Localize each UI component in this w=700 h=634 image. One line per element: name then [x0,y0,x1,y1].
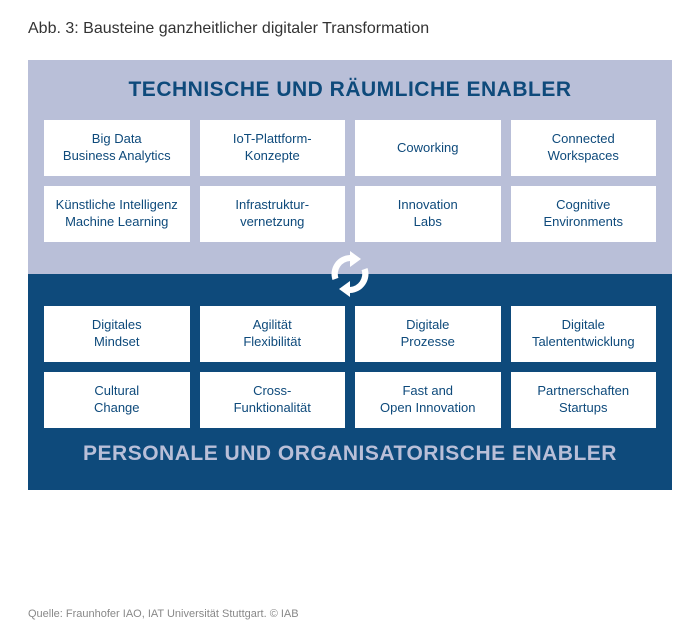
top-box-0: Big Data Business Analytics [44,120,190,176]
top-box-2: Coworking [355,120,501,176]
top-box-7: Cognitive Environments [511,186,657,242]
top-panel: TECHNISCHE UND RÄUMLICHE ENABLER Big Dat… [28,60,672,274]
top-box-6: Innovation Labs [355,186,501,242]
bottom-box-7: Partnerschaften Startups [511,372,657,428]
top-box-3: Connected Workspaces [511,120,657,176]
bottom-box-2: Digitale Prozesse [355,306,501,362]
bottom-panel: Digitales MindsetAgilität FlexibilitätDi… [28,274,672,490]
bottom-panel-title: PERSONALE UND ORGANISATORISCHE ENABLER [44,442,656,466]
cycle-arrows-icon [325,249,375,299]
top-panel-title: TECHNISCHE UND RÄUMLICHE ENABLER [44,78,656,102]
diagram-container: TECHNISCHE UND RÄUMLICHE ENABLER Big Dat… [28,60,672,490]
bottom-grid: Digitales MindsetAgilität FlexibilitätDi… [44,306,656,428]
bottom-box-0: Digitales Mindset [44,306,190,362]
top-box-5: Infrastruktur- vernetzung [200,186,346,242]
bottom-box-3: Digitale Talententwicklung [511,306,657,362]
top-box-1: IoT-Plattform- Konzepte [200,120,346,176]
bottom-box-5: Cross- Funktionalität [200,372,346,428]
top-box-4: Künstliche Intelligenz Machine Learning [44,186,190,242]
bottom-box-6: Fast and Open Innovation [355,372,501,428]
figure-caption: Abb. 3: Bausteine ganzheitlicher digital… [28,20,672,38]
source-attribution: Quelle: Fraunhofer IAO, IAT Universität … [28,608,299,620]
bottom-box-4: Cultural Change [44,372,190,428]
bottom-box-1: Agilität Flexibilität [200,306,346,362]
top-grid: Big Data Business AnalyticsIoT-Plattform… [44,120,656,242]
